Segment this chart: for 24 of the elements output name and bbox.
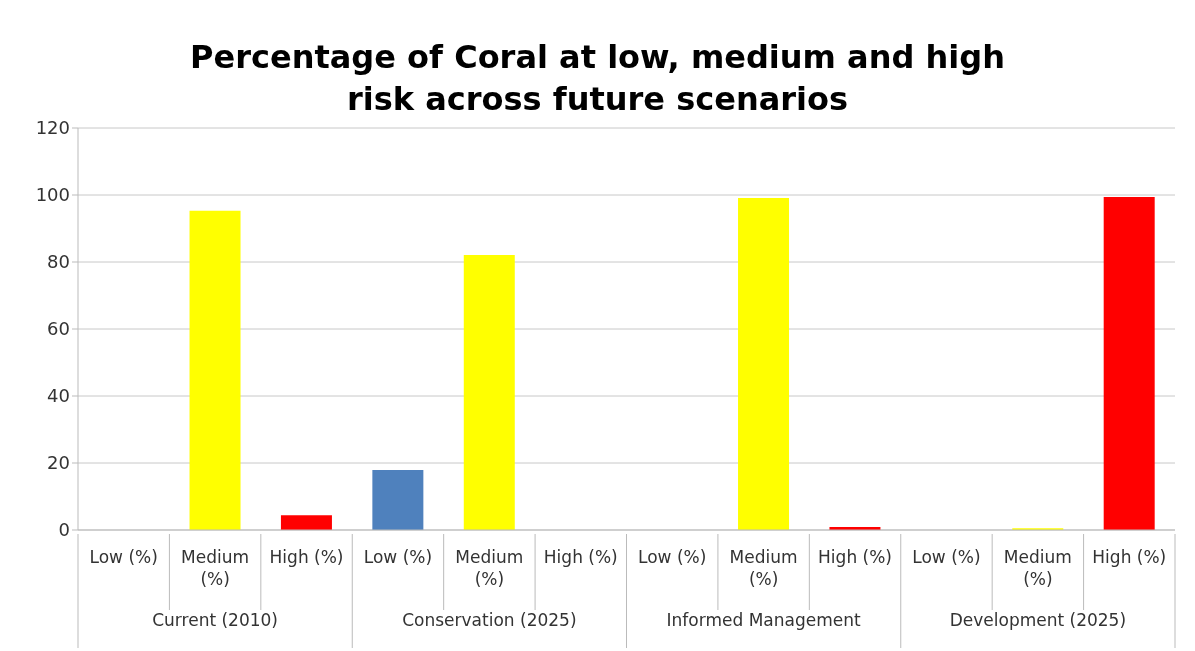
chart-title: Percentage of Coral at low, medium and high risk across future scenarios: [190, 38, 1005, 118]
x-tick-label: High (%): [1091, 546, 1168, 568]
y-tick-label: 80: [47, 251, 70, 273]
y-tick-label: 20: [47, 452, 70, 474]
y-tick-label: 60: [47, 318, 70, 340]
x-tick-label: Medium (%): [454, 546, 525, 590]
x-tick-label: High (%): [542, 546, 619, 568]
x-tick-label: Medium (%): [728, 546, 799, 590]
y-tick-label: 120: [35, 117, 70, 139]
x-tick-label: Low (%): [637, 546, 708, 568]
y-tick-label: 0: [58, 519, 70, 541]
x-tick-label: Medium (%): [180, 546, 251, 590]
y-tick-label: 100: [35, 184, 70, 206]
x-tick-label: Low (%): [362, 546, 434, 568]
text: Current (2010): [152, 610, 279, 630]
text: Conservation (2025): [402, 610, 577, 630]
x-tick-label: Low (%): [88, 546, 159, 568]
text: Development (2025): [949, 610, 1127, 630]
x-tick-label: Low (%): [911, 546, 982, 568]
x-tick-label: Medium (%): [1002, 546, 1073, 590]
x-tick-label: High (%): [817, 546, 893, 568]
text: Informed Management: [666, 610, 861, 630]
x-tick-label: High (%): [268, 546, 345, 568]
y-tick-label: 40: [47, 385, 70, 407]
